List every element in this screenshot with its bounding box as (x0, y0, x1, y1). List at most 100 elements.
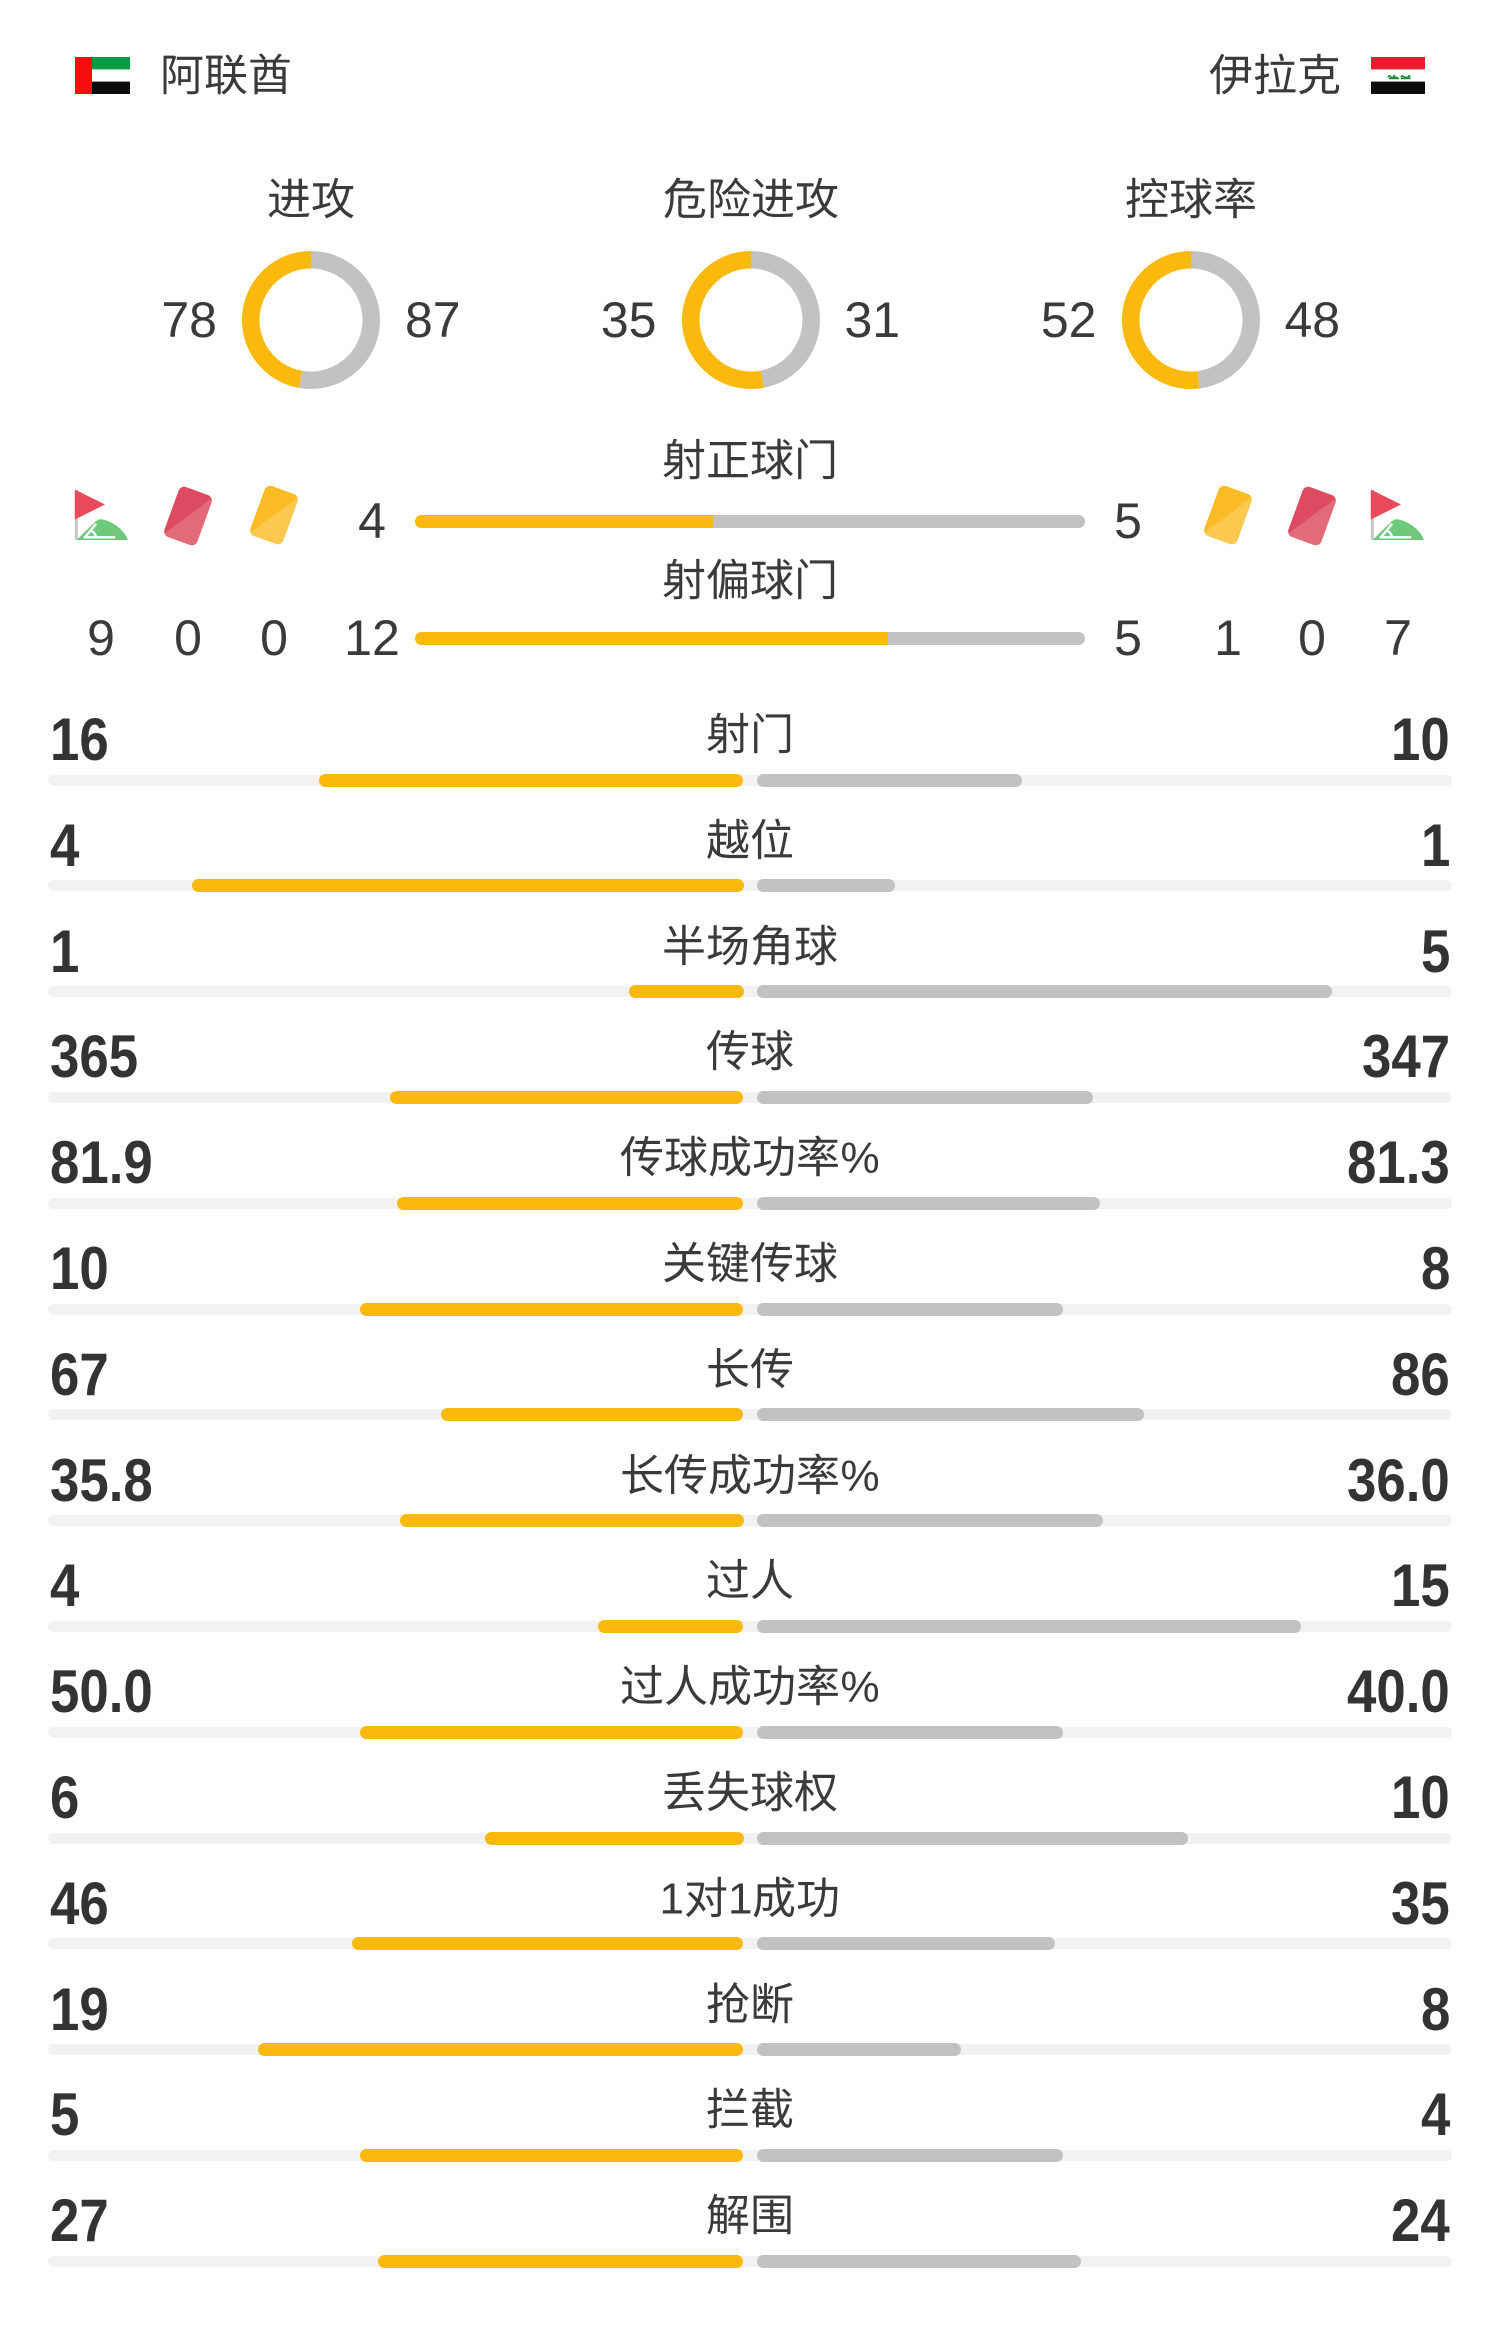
stat-label (0, 2086, 1500, 2134)
stat-home-value: 27 (50, 2187, 109, 2255)
red-card-icon (1280, 484, 1344, 548)
stat-bar-track (48, 2149, 1452, 2161)
away-yellow-cards: 1 (1214, 610, 1242, 666)
stat-bar-track (48, 1620, 1452, 1632)
stat-bar-home (360, 1725, 744, 1739)
yellow-card-icon (242, 483, 306, 547)
stat-bar-track (48, 2044, 1452, 2056)
stat-away-value: 36.0 (1347, 1446, 1450, 1514)
stat-bar-away (756, 1196, 1101, 1210)
donut-label (531, 176, 971, 224)
stat-label: % (0, 1452, 1500, 1500)
stat-bar-away (756, 2254, 1082, 2268)
yellow-card-icon (1196, 483, 1260, 547)
donut-home-value: 52 (1040, 292, 1097, 348)
stat-home-value: 6 (50, 1764, 80, 1831)
stat-bar-track (48, 1091, 1452, 1103)
stat-label (0, 923, 1500, 971)
stat-label (0, 1769, 1500, 1817)
stat-bar-track (48, 986, 1452, 998)
stat-bar-away (756, 1302, 1064, 1316)
home-yellow-cards: 0 (260, 610, 288, 666)
away-team-name (1209, 52, 1341, 100)
stat-bar-track (48, 1726, 1452, 1738)
away-corner-kicks: 7 (1384, 610, 1412, 666)
donut-away-value: 48 (1284, 292, 1341, 348)
stat-bar-away (756, 773, 1022, 787)
stat-label: % (0, 1134, 1500, 1182)
corner-flag-icon (1370, 488, 1426, 542)
stat-home-value: 16 (50, 706, 109, 773)
donut-label (91, 176, 531, 224)
shot-bar-home (415, 631, 888, 645)
stat-away-value: 347 (1361, 1023, 1450, 1091)
stat-bar-home (318, 773, 744, 787)
shot-bar-home (415, 514, 713, 528)
stat-label (0, 1028, 1500, 1076)
shot-bar-label (0, 557, 1500, 605)
stat-home-value: 4 (50, 811, 80, 879)
stat-away-value: 24 (1391, 2187, 1450, 2255)
stat-away-value: 40.0 (1347, 1658, 1450, 1726)
stat-home-value: 1 (50, 917, 80, 985)
stat-label: % (0, 1663, 1500, 1711)
stat-bar-home (360, 2148, 744, 2162)
stat-bar-away (756, 879, 895, 893)
stat-bar-away (756, 1725, 1064, 1739)
stat-bar-home (351, 1937, 744, 1951)
shot-bar-away (712, 514, 1085, 528)
stat-bar-away (756, 2148, 1064, 2162)
stat-away-value: 15 (1391, 1552, 1450, 1620)
iraq-flag (1371, 57, 1425, 94)
stat-bar-track (48, 1938, 1452, 1950)
stat-away-value: 1 (1420, 811, 1450, 879)
stat-away-value: 8 (1420, 1975, 1450, 2043)
donut-away-value: 87 (405, 292, 461, 348)
stat-bar-home (397, 1196, 744, 1210)
donut-home-value: 35 (600, 292, 657, 348)
stat-bar-track (48, 1832, 1452, 1844)
stat-home-value: 19 (50, 1975, 109, 2043)
donut-chart (1121, 251, 1260, 389)
stat-bar-track (48, 1197, 1452, 1209)
stat-bar-home (191, 879, 744, 893)
stat-away-value: 10 (1391, 1764, 1450, 1831)
red-card-icon (156, 484, 220, 548)
stat-bar-track (48, 1515, 1452, 1527)
stat-home-value: 5 (50, 2081, 80, 2149)
stat-label: 抢 (0, 1981, 1500, 2029)
stat-bar-home (628, 985, 744, 999)
stat-bar-track (48, 880, 1452, 892)
stat-home-value: 10 (50, 1235, 109, 1302)
stat-home-value: 365 (50, 1023, 139, 1091)
stat-bar-track (48, 2255, 1452, 2267)
donut-chart (681, 251, 820, 389)
stat-home-value: 35.8 (50, 1446, 153, 1514)
shot-bar-away-value: 5 (1114, 493, 1142, 549)
stat-bar-track (48, 1409, 1452, 1421)
stat-bar-track (48, 1303, 1452, 1315)
stat-label (0, 817, 1500, 865)
stat-home-value: 50.0 (50, 1658, 153, 1726)
stat-label (0, 711, 1500, 759)
stat-away-value: 35 (1391, 1869, 1450, 1937)
stat-home-value: 46 (50, 1869, 109, 1937)
home-corner-kicks: 9 (87, 610, 115, 666)
stat-away-value: 10 (1391, 706, 1450, 773)
home-red-cards: 0 (174, 610, 202, 666)
stat-bar-away (756, 985, 1332, 999)
uae-flag (75, 57, 130, 94)
stat-bar-away (756, 2043, 961, 2057)
stat-bar-away (756, 1090, 1093, 1104)
shot-bar-home-value: 4 (358, 493, 386, 549)
stat-away-value: 4 (1420, 2081, 1450, 2149)
stat-bar-away (756, 1408, 1145, 1422)
stat-label (0, 1346, 1500, 1394)
stat-bar-home (598, 1619, 744, 1633)
away-red-cards: 0 (1298, 610, 1326, 666)
stat-away-value: 5 (1420, 917, 1450, 985)
home-team-name (160, 52, 292, 100)
stat-bar-home (399, 1514, 744, 1528)
